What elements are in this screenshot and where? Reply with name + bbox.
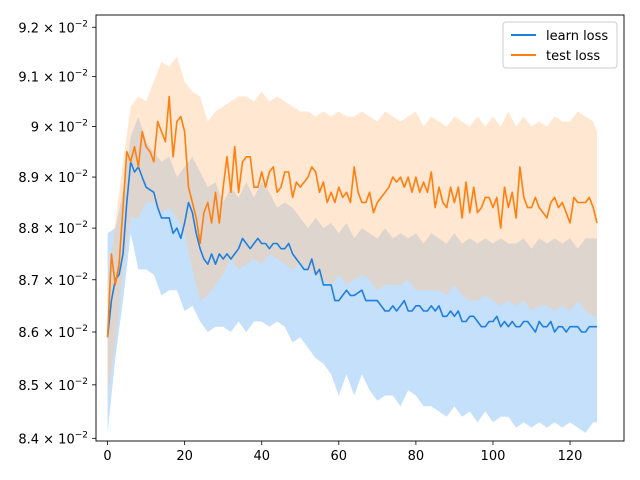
y-tick-label: 8.6 × 10−2: [18, 324, 88, 341]
series-lines: [106, 95, 598, 338]
y-tick-label: 9 × 10−2: [31, 119, 88, 136]
x-tick-label: 120: [558, 449, 583, 464]
x-tick-label: 100: [481, 449, 506, 464]
legend-box: [502, 21, 618, 69]
y-tick-label: 8.8 × 10−2: [18, 220, 88, 237]
y-tick-label: 8.9 × 10−2: [18, 169, 88, 186]
learn-loss-line: [106, 161, 597, 338]
y-tick-label: 8.7 × 10−2: [18, 272, 88, 289]
x-tick-label: 0: [103, 449, 111, 464]
test-loss-band: [107, 56, 597, 396]
y-tick-label: 8.4 × 10−2: [18, 430, 88, 447]
y-axis: 8.4 × 10−2 8.5 × 10−2 8.6 × 10−2 8.7 × 10−2…: [18, 19, 96, 447]
legend: learn loss test loss: [502, 21, 618, 69]
y-tick-label: 9.1 × 10−2: [18, 69, 88, 86]
x-axis: 0 20 40 60 80 100 120: [103, 441, 582, 464]
learn-loss-band: [107, 116, 597, 433]
x-tick-label: 80: [408, 449, 425, 464]
y-tick-label: 8.5 × 10−2: [18, 377, 88, 394]
y-tick-label: 9.2 × 10−2: [18, 19, 88, 36]
test-loss-line: [106, 95, 598, 338]
legend-label-test-loss: test loss: [546, 49, 600, 64]
confidence-bands: [107, 56, 597, 433]
x-tick-label: 20: [176, 449, 193, 464]
x-tick-label: 60: [331, 449, 348, 464]
x-tick-label: 40: [253, 449, 270, 464]
legend-label-learn-loss: learn loss: [546, 29, 608, 44]
